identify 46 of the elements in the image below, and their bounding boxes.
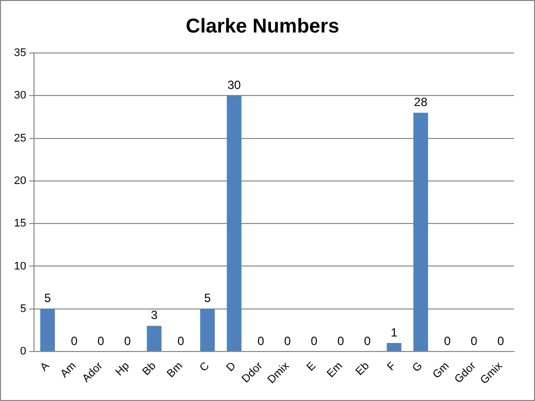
data-label: 0 xyxy=(364,334,372,348)
y-tick-label: 35 xyxy=(14,47,26,60)
x-tick-label: D xyxy=(224,360,238,374)
data-label: 0 xyxy=(70,334,78,348)
y-tick-label: 15 xyxy=(14,218,26,230)
x-tick-label: Bb xyxy=(140,360,158,378)
data-label: 0 xyxy=(98,334,105,348)
data-label: 0 xyxy=(284,334,292,348)
data-label: 3 xyxy=(150,308,158,322)
x-tick-label: A xyxy=(38,360,52,374)
y-tick-label: 5 xyxy=(20,302,26,315)
data-label: 1 xyxy=(390,325,398,340)
y-tick-label: 10 xyxy=(14,260,26,272)
data-label: 0 xyxy=(257,334,264,348)
bar xyxy=(40,308,55,352)
data-label: 5 xyxy=(44,291,52,306)
bar xyxy=(413,112,428,352)
x-tick-label: C xyxy=(198,360,212,374)
data-label: 0 xyxy=(124,334,132,348)
x-tick-label: Hp xyxy=(113,360,132,378)
y-tick-label: 25 xyxy=(14,132,26,144)
data-label: 0 xyxy=(310,334,318,348)
x-tick-label: Eb xyxy=(354,360,372,378)
data-label: 0 xyxy=(497,334,504,348)
x-tick-label: Am xyxy=(58,360,78,380)
x-tick-label: E xyxy=(304,360,318,374)
data-label: 0 xyxy=(337,334,344,348)
bar xyxy=(200,308,215,352)
x-tick-label: G xyxy=(410,360,425,375)
y-tick-label: 20 xyxy=(14,174,26,187)
x-tick-label: F xyxy=(385,360,399,374)
data-label: 0 xyxy=(444,334,452,348)
bar xyxy=(146,326,162,352)
data-label: 30 xyxy=(227,78,242,92)
x-tick-label: Em xyxy=(324,360,346,380)
y-tick-label: 30 xyxy=(14,90,26,102)
x-tick-label: Bm xyxy=(164,360,186,380)
chart-title: Clarke Numbers xyxy=(186,16,340,38)
bar xyxy=(386,342,402,352)
y-tick-label: 0 xyxy=(20,346,26,358)
data-label: 5 xyxy=(204,291,212,306)
data-label: 0 xyxy=(470,334,478,348)
data-label: 28 xyxy=(414,95,428,110)
bar xyxy=(226,96,242,352)
x-tick-label: Gm xyxy=(430,360,452,381)
data-label: 0 xyxy=(177,334,184,348)
